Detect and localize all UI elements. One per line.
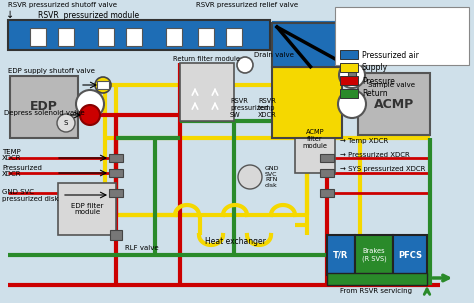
- Text: Sample valve: Sample valve: [368, 82, 415, 88]
- Bar: [340, 63, 358, 72]
- Text: Return: Return: [362, 89, 388, 98]
- Bar: [272, 23, 342, 67]
- Bar: [340, 76, 358, 85]
- Bar: [126, 28, 142, 46]
- Bar: [166, 28, 182, 46]
- Text: Brakes
(R SVS): Brakes (R SVS): [362, 248, 386, 262]
- Text: Drain valve: Drain valve: [254, 52, 294, 58]
- Bar: [97, 81, 109, 89]
- Bar: [109, 189, 123, 197]
- Text: EDP: EDP: [30, 101, 58, 114]
- Circle shape: [238, 165, 262, 189]
- Text: S: S: [64, 120, 68, 126]
- Bar: [98, 28, 114, 46]
- Bar: [8, 20, 270, 50]
- Bar: [320, 189, 334, 197]
- Bar: [10, 76, 78, 138]
- Text: → Pressurized XDCR: → Pressurized XDCR: [340, 152, 410, 158]
- Text: RLF valve: RLF valve: [125, 245, 159, 251]
- Bar: [335, 7, 469, 65]
- Text: ACMP
filter
module: ACMP filter module: [302, 129, 328, 149]
- Text: GND
SVC
RTN
disk: GND SVC RTN disk: [265, 166, 280, 188]
- Text: T/R: T/R: [333, 251, 349, 259]
- Text: → Temp XDCR: → Temp XDCR: [340, 138, 388, 144]
- Circle shape: [338, 90, 366, 118]
- Bar: [180, 63, 234, 121]
- Bar: [327, 273, 427, 285]
- Text: GND SVC
pressurized disk: GND SVC pressurized disk: [2, 188, 59, 201]
- Bar: [198, 28, 214, 46]
- Bar: [327, 235, 355, 275]
- Text: RSVR
pressurized
SW: RSVR pressurized SW: [230, 98, 269, 118]
- Text: RSVR  pressurized module: RSVR pressurized module: [38, 12, 139, 21]
- Text: ↓: ↓: [6, 10, 14, 20]
- Bar: [348, 72, 356, 78]
- Bar: [109, 154, 123, 162]
- Circle shape: [237, 57, 253, 73]
- Circle shape: [80, 105, 100, 125]
- Circle shape: [76, 90, 104, 118]
- Text: Heat exchanger: Heat exchanger: [205, 237, 265, 245]
- Circle shape: [339, 62, 365, 88]
- Text: → SYS pressurized XDCR: → SYS pressurized XDCR: [340, 166, 425, 172]
- Bar: [340, 50, 358, 59]
- Text: EDP supply shutoff valve: EDP supply shutoff valve: [8, 68, 95, 74]
- Bar: [320, 154, 334, 162]
- Bar: [393, 235, 427, 275]
- Circle shape: [95, 77, 111, 93]
- Text: ACMP: ACMP: [374, 98, 414, 111]
- Text: Pressurized
XDCR: Pressurized XDCR: [2, 165, 42, 178]
- Text: Depress solenoid valve: Depress solenoid valve: [4, 110, 85, 116]
- Bar: [109, 169, 123, 177]
- Text: TEMP
XDCR: TEMP XDCR: [2, 148, 21, 161]
- Bar: [272, 67, 342, 138]
- Bar: [355, 235, 393, 275]
- Bar: [358, 73, 430, 135]
- Bar: [110, 230, 122, 240]
- Text: RSVR
temp
XDCR: RSVR temp XDCR: [258, 98, 277, 118]
- Text: PFCS: PFCS: [398, 251, 422, 259]
- Bar: [320, 169, 334, 177]
- Text: Supply: Supply: [362, 64, 388, 72]
- Text: RSVR pressurized relief valve: RSVR pressurized relief valve: [196, 2, 298, 8]
- Text: Return filter module: Return filter module: [173, 56, 240, 62]
- Bar: [226, 28, 242, 46]
- Bar: [295, 105, 335, 173]
- Text: From RSVR servicing: From RSVR servicing: [340, 288, 412, 294]
- Bar: [58, 28, 74, 46]
- Bar: [30, 28, 46, 46]
- Text: RSVR pressurized shutoff valve: RSVR pressurized shutoff valve: [8, 2, 117, 8]
- Text: EDP filter
module: EDP filter module: [71, 202, 103, 215]
- Bar: [340, 89, 358, 98]
- Bar: [58, 183, 116, 235]
- Text: Pressurized air: Pressurized air: [362, 51, 419, 59]
- Circle shape: [57, 114, 75, 132]
- Text: Pressure: Pressure: [362, 76, 395, 85]
